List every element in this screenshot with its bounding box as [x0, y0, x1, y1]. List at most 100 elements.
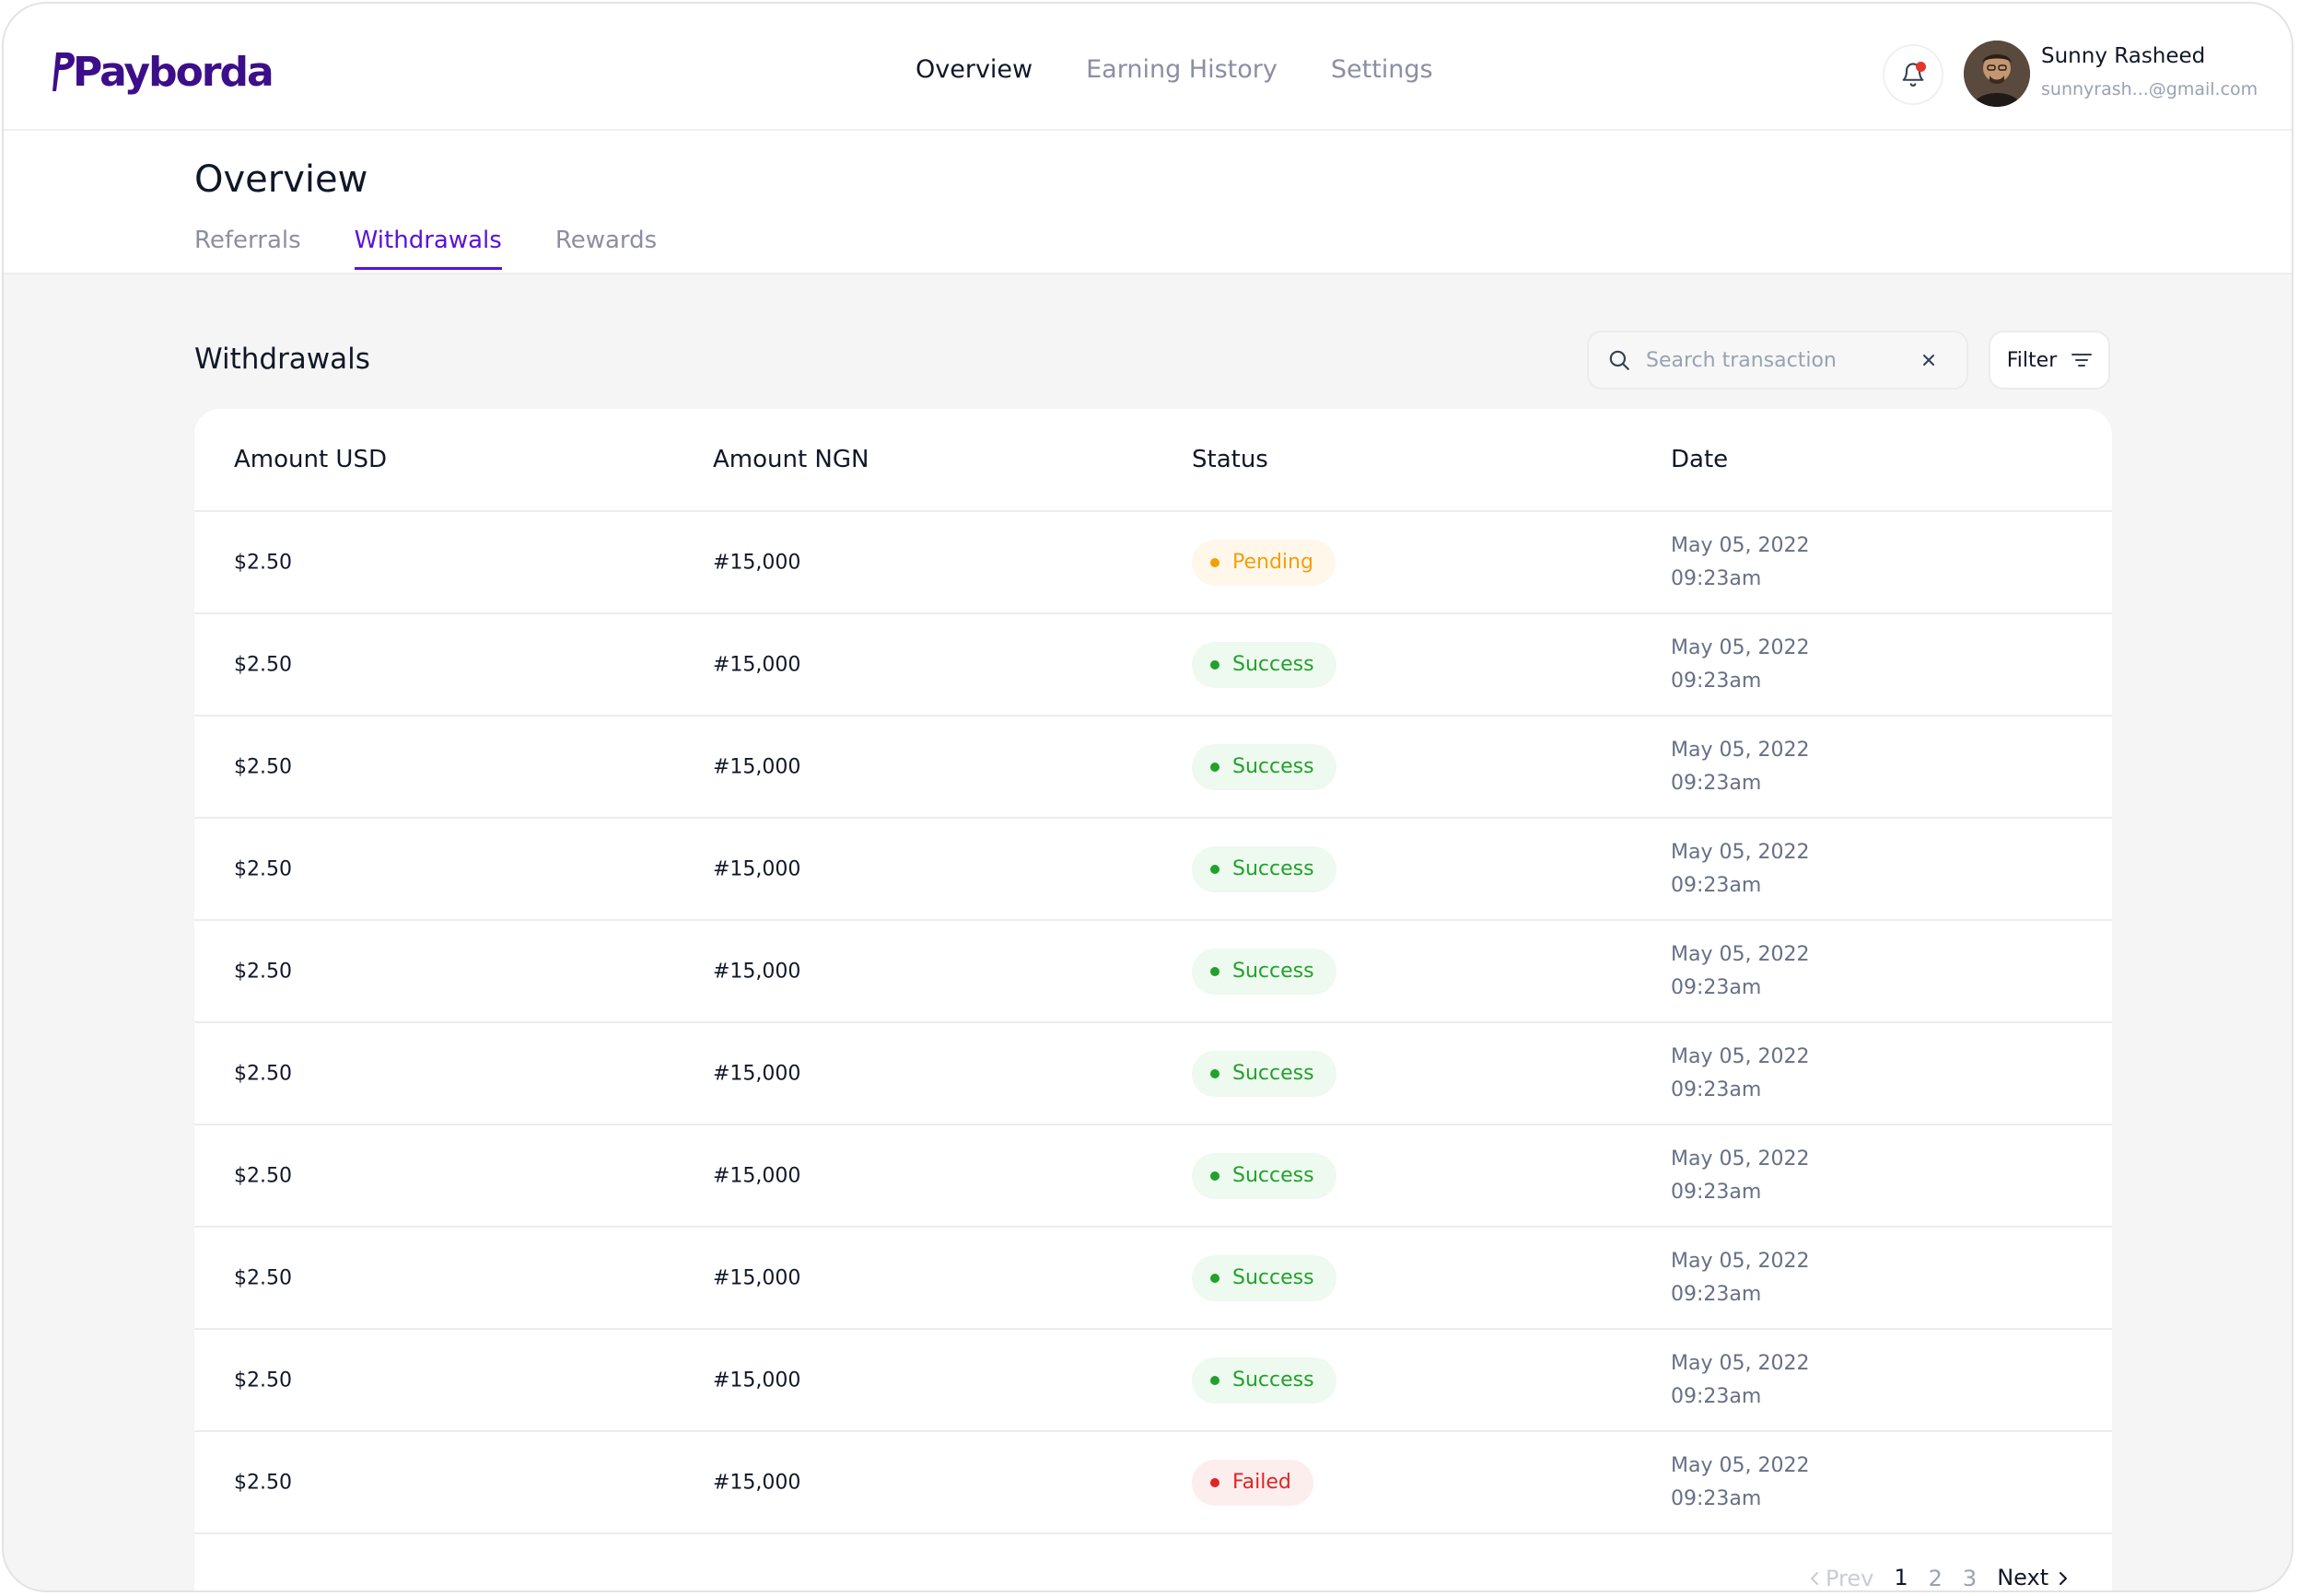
date-cell: May 05, 2022 09:23am	[1671, 530, 1809, 596]
status-badge: Success	[1192, 743, 1336, 790]
status-dot	[1210, 966, 1220, 976]
time-label: 09:23am	[1671, 873, 1762, 897]
status-label: Success	[1232, 653, 1314, 676]
search-icon	[1605, 346, 1633, 374]
date-label: May 05, 2022	[1671, 942, 1810, 966]
status-label: Success	[1232, 755, 1314, 778]
column-header-date: Date	[1671, 446, 1729, 473]
column-header-amount-ngn: Amount NGN	[713, 446, 869, 473]
status-badge: Success	[1192, 1050, 1336, 1097]
date-cell: May 05, 2022 09:23am	[1671, 836, 1809, 903]
status-label: Success	[1232, 1369, 1314, 1392]
section-title: Withdrawals	[194, 343, 370, 376]
user-email: sunnyrash...@gmail.com	[2041, 79, 2258, 99]
date-cell: May 05, 2022 09:23am	[1671, 1245, 1809, 1311]
status-cell: Success	[1192, 1050, 1336, 1097]
notifications-button[interactable]	[1883, 44, 1943, 105]
table-row[interactable]: $2.50 #15,000 Success May 05, 2022 09:23am	[194, 1228, 2112, 1330]
search-input[interactable]	[1644, 347, 1915, 373]
status-cell: Success	[1192, 948, 1336, 995]
status-cell: Success	[1192, 1254, 1336, 1301]
page-number-3[interactable]: 3	[1962, 1566, 1978, 1591]
table-row[interactable]: $2.50 #15,000 Success May 05, 2022 09:23am	[194, 716, 2112, 819]
date-cell: May 05, 2022 09:23am	[1671, 1041, 1809, 1107]
time-label: 09:23am	[1671, 975, 1762, 999]
status-label: Success	[1232, 857, 1314, 880]
table-row[interactable]: $2.50 #15,000 Success May 05, 2022 09:23am	[194, 614, 2112, 716]
main-nav: Overview Earning History Settings	[916, 55, 1433, 84]
nav-item-settings[interactable]: Settings	[1330, 55, 1433, 84]
nav-item-earning-history[interactable]: Earning History	[1086, 55, 1278, 84]
status-dot	[1210, 659, 1220, 670]
brand-logo[interactable]: Payborda	[53, 44, 274, 99]
status-label: Pending	[1232, 551, 1313, 574]
date-cell: May 05, 2022 09:23am	[1671, 1347, 1809, 1414]
amount-usd-cell: $2.50	[234, 1369, 292, 1392]
table-row[interactable]: $2.50 #15,000 Success May 05, 2022 09:23am	[194, 1330, 2112, 1432]
table-row[interactable]: $2.50 #15,000 Success May 05, 2022 09:23am	[194, 819, 2112, 921]
page-number-2[interactable]: 2	[1928, 1566, 1943, 1591]
status-badge: Success	[1192, 1152, 1336, 1199]
brand-name: Payborda	[73, 48, 274, 96]
date-label: May 05, 2022	[1671, 635, 1810, 659]
amount-usd-cell: $2.50	[234, 1471, 292, 1494]
date-label: May 05, 2022	[1671, 533, 1810, 557]
chevron-left-icon	[1811, 1572, 1818, 1585]
amount-ngn-cell: #15,000	[713, 1369, 801, 1392]
status-cell: Failed	[1192, 1459, 1313, 1506]
status-label: Failed	[1232, 1471, 1291, 1494]
date-label: May 05, 2022	[1671, 840, 1810, 864]
time-label: 09:23am	[1671, 566, 1762, 590]
status-label: Success	[1232, 1266, 1314, 1289]
amount-ngn-cell: #15,000	[713, 1062, 801, 1085]
tab-withdrawals[interactable]: Withdrawals	[354, 227, 502, 270]
amount-usd-cell: $2.50	[234, 551, 292, 574]
amount-ngn-cell: #15,000	[713, 1164, 801, 1187]
page-number-1[interactable]: 1	[1894, 1565, 1908, 1590]
status-dot	[1210, 557, 1220, 567]
logo-mark-icon	[53, 52, 75, 91]
table-row[interactable]: $2.50 #15,000 Success May 05, 2022 09:23am	[194, 1125, 2112, 1228]
tab-rewards[interactable]: Rewards	[554, 227, 658, 254]
top-navbar: Payborda Overview Earning History Settin…	[4, 4, 2292, 131]
close-icon[interactable]	[1915, 346, 1943, 374]
chevron-right-icon	[2060, 1572, 2068, 1585]
column-header-amount-usd: Amount USD	[234, 446, 387, 473]
status-dot	[1210, 1375, 1220, 1385]
table-body: $2.50 #15,000 Pending May 05, 2022 09:23am $2…	[194, 512, 2112, 1534]
status-badge: Success	[1192, 845, 1336, 892]
date-cell: May 05, 2022 09:23am	[1671, 1143, 1809, 1209]
next-page-button[interactable]: Next	[1997, 1565, 2069, 1590]
date-label: May 05, 2022	[1671, 1249, 1810, 1273]
nav-item-overview[interactable]: Overview	[916, 55, 1033, 84]
amount-usd-cell: $2.50	[234, 960, 292, 983]
table-row[interactable]: $2.50 #15,000 Success May 05, 2022 09:23am	[194, 921, 2112, 1023]
search-box	[1587, 331, 1968, 390]
table-row[interactable]: $2.50 #15,000 Pending May 05, 2022 09:23am	[194, 512, 2112, 614]
date-cell: May 05, 2022 09:23am	[1671, 734, 1809, 800]
pagination: Prev 1 2 3 Next	[1809, 1565, 2069, 1591]
time-label: 09:23am	[1671, 1486, 1762, 1510]
status-badge: Success	[1192, 641, 1336, 688]
avatar[interactable]	[1964, 41, 2030, 107]
filter-button[interactable]: Filter	[1989, 331, 2110, 390]
tab-referrals[interactable]: Referrals	[194, 227, 301, 254]
prev-label: Prev	[1826, 1566, 1874, 1591]
amount-ngn-cell: #15,000	[713, 551, 801, 574]
status-dot	[1210, 762, 1220, 772]
status-cell: Success	[1192, 641, 1336, 688]
next-label: Next	[1997, 1565, 2049, 1590]
filter-icon	[2071, 354, 2093, 367]
avatar-image	[1964, 41, 2030, 107]
date-cell: May 05, 2022 09:23am	[1671, 632, 1809, 698]
prev-page-button[interactable]: Prev	[1809, 1566, 1874, 1591]
page-header: Overview Referrals Withdrawals Rewards	[4, 131, 2292, 274]
status-dot	[1210, 1273, 1220, 1283]
table-row[interactable]: $2.50 #15,000 Success May 05, 2022 09:23am	[194, 1023, 2112, 1125]
amount-ngn-cell: #15,000	[713, 1266, 801, 1289]
status-cell: Success	[1192, 1357, 1336, 1404]
bell-icon	[1902, 63, 1924, 87]
amount-usd-cell: $2.50	[234, 755, 292, 778]
amount-ngn-cell: #15,000	[713, 960, 801, 983]
table-row[interactable]: $2.50 #15,000 Failed May 05, 2022 09:23am	[194, 1432, 2112, 1534]
